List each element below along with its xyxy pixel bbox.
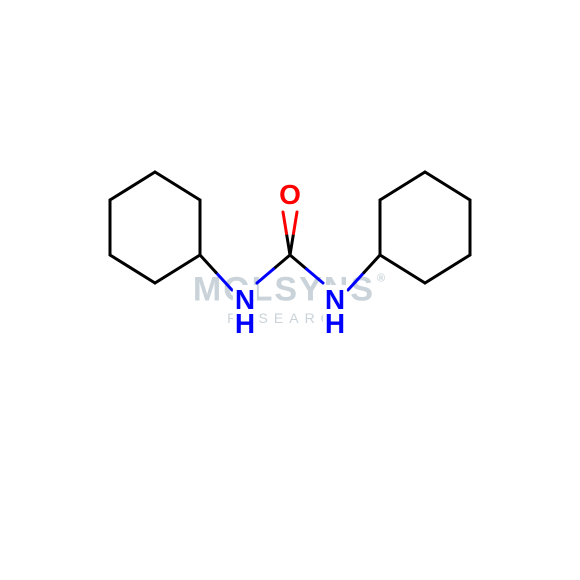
structure-canvas: MOLSYNS ® RESEARCH ONHNH xyxy=(0,0,580,580)
atom-N1-h: H xyxy=(233,309,257,339)
bonds-layer xyxy=(0,0,580,580)
atom-O: O xyxy=(277,180,303,210)
atom-N2-h: H xyxy=(323,309,347,339)
